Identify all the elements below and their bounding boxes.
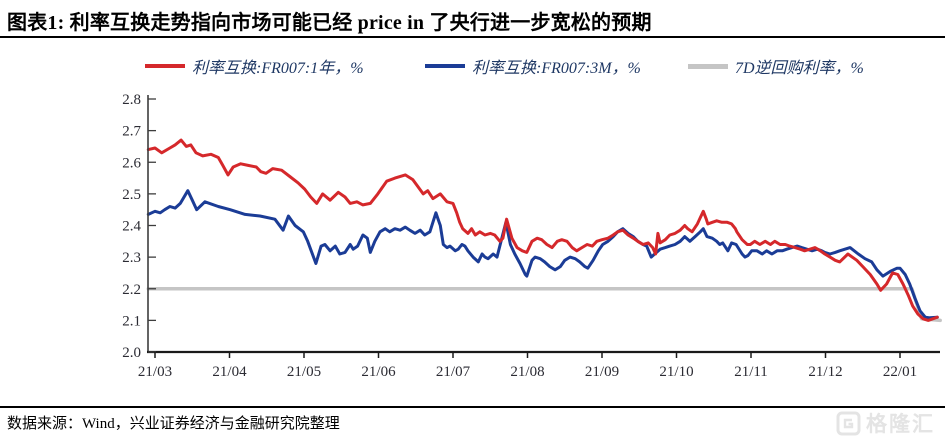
legend-swatch-repo-7d (688, 63, 728, 69)
y-tick-label: 2.6 (122, 155, 141, 171)
data-source: 数据来源：Wind，兴业证券经济与金融研究院整理 (7, 416, 340, 432)
x-tick-label: 21/12 (808, 364, 842, 380)
chart-legend: 利率互换:FR007:1年，% 利率互换:FR007:3M，% 7D逆回购利率，… (0, 54, 945, 78)
y-tick-label: 2.1 (122, 313, 141, 329)
title-divider (0, 36, 945, 38)
legend-swatch-swap-1y (145, 64, 185, 68)
x-tick-label: 21/06 (361, 364, 396, 380)
y-tick-label: 2.5 (122, 187, 141, 203)
legend-label-swap-3m: 利率互换:FR007:3M，% (472, 60, 641, 77)
y-tick-label: 2.7 (122, 124, 141, 140)
y-tick-label: 2.8 (122, 92, 141, 108)
y-tick-label: 2.3 (122, 250, 141, 266)
legend-label-swap-1y: 利率互换:FR007:1年，% (192, 60, 364, 77)
gelonghui-watermark: 格隆汇 (836, 408, 935, 438)
series-line-swap_3m (146, 189, 939, 320)
line-chart: 2.0 2.1 2.2 2.3 2.4 2.5 2.6 2.7 2.8 21/03 21/04 21/… (122, 92, 942, 380)
footer-divider (0, 406, 945, 408)
page-title: 图表1: 利率互换走势指向市场可能已经 price in 了央行进一步宽松的预期 (7, 12, 652, 34)
legend-label-repo-7d: 7D逆回购利率，% (735, 60, 864, 77)
y-tick-label: 2.2 (122, 282, 141, 298)
series-line-repo_7d (146, 286, 942, 323)
legend-item-swap-1y: 利率互换:FR007:1年，% (145, 54, 364, 78)
x-tick-label: 21/03 (138, 364, 172, 380)
x-tick-label: 21/08 (510, 364, 544, 380)
series-line-swap_1y (146, 138, 939, 322)
x-tick-label: 21/07 (436, 364, 471, 380)
y-tick-label: 2.0 (122, 345, 141, 361)
watermark-text: 格隆汇 (866, 413, 935, 436)
x-tick-label: 22/01 (883, 364, 917, 380)
x-tick-label: 21/05 (287, 364, 321, 380)
legend-item-swap-3m: 利率互换:FR007:3M，% (425, 54, 641, 78)
x-tick-label: 21/04 (212, 364, 247, 380)
x-tick-label: 21/09 (585, 364, 619, 380)
x-tick-label: 21/10 (659, 364, 693, 380)
legend-item-repo-7d: 7D逆回购利率，% (688, 54, 864, 78)
gelonghui-logo-icon (836, 411, 861, 435)
legend-swatch-swap-3m (425, 64, 465, 68)
y-tick-label: 2.4 (122, 219, 141, 235)
x-tick-label: 21/11 (734, 364, 768, 380)
